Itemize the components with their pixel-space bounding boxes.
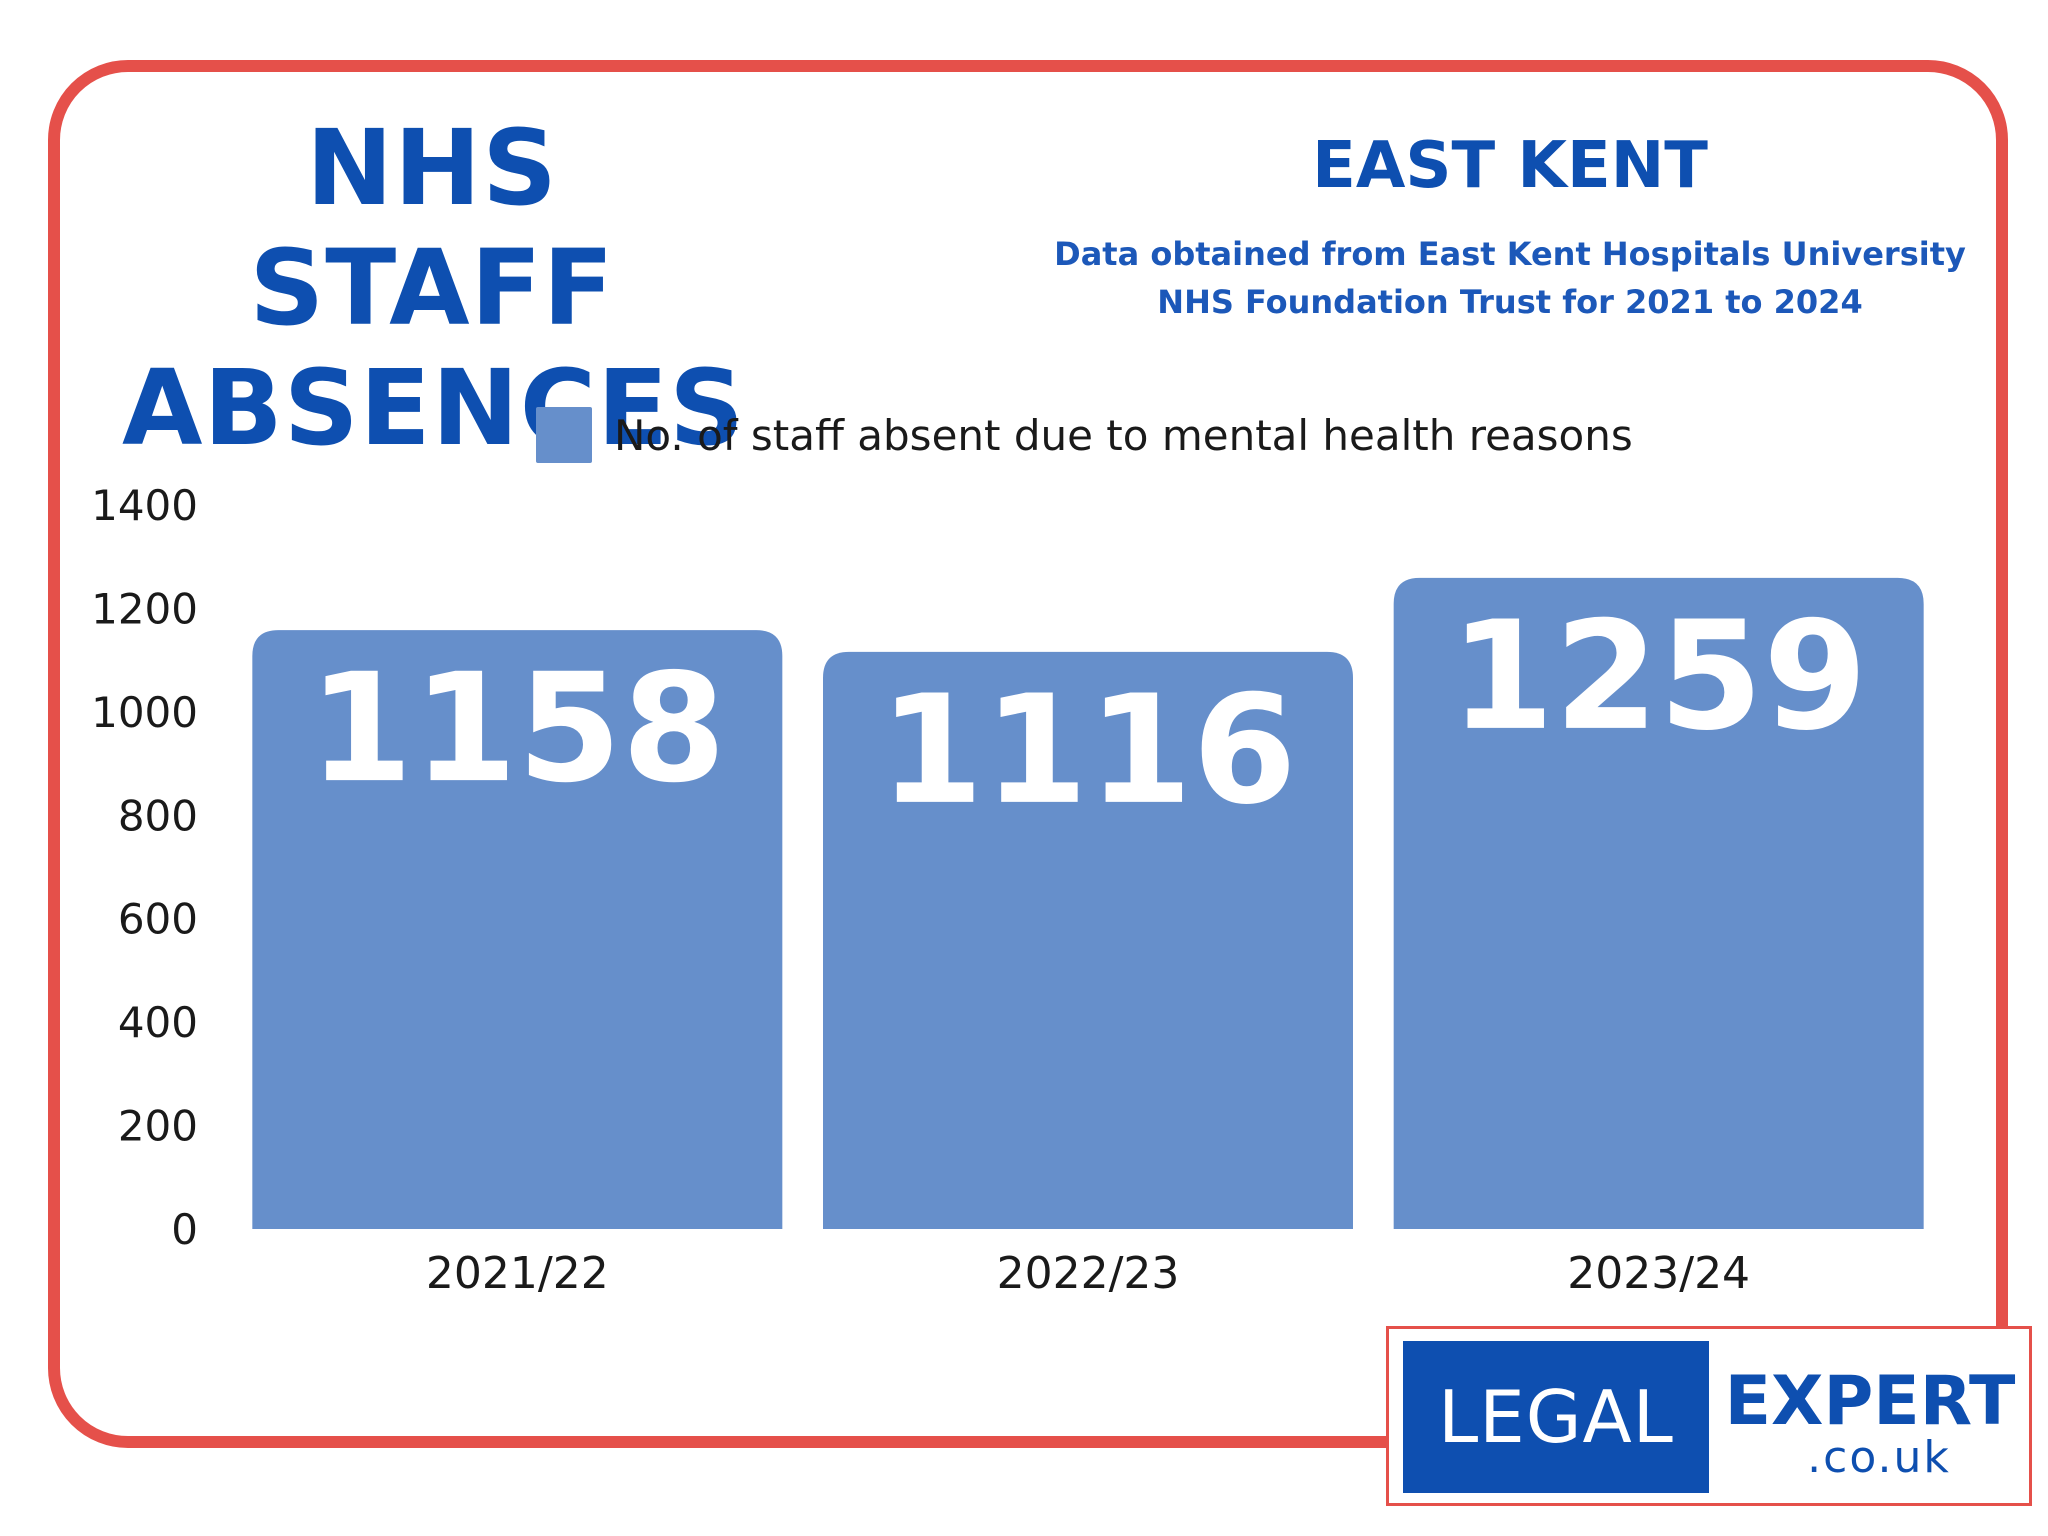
x-category-label: 2021/22 <box>426 1248 609 1299</box>
logo-legal-text: LEGAL <box>1403 1341 1709 1493</box>
bar <box>252 630 783 1229</box>
x-category-label: 2022/23 <box>997 1248 1180 1299</box>
y-tick-label: 1400 <box>91 481 198 530</box>
bar <box>823 651 1353 1229</box>
chart-legend: No. of staff absent due to mental health… <box>536 406 1633 464</box>
y-tick-label: 200 <box>118 1102 198 1151</box>
source-line-2: NHS Foundation Trust for 2021 to 2024 <box>1157 283 1863 321</box>
y-tick-label: 1200 <box>91 584 198 633</box>
logo-domain-text: .co.uk <box>1807 1432 1951 1483</box>
y-tick-label: 1000 <box>91 688 198 737</box>
bar-value-label: 1116 <box>879 664 1296 838</box>
source-note: Data obtained from East Kent Hospitals U… <box>1050 230 1970 326</box>
page-title: NHS STAFF ABSENCES <box>122 107 746 469</box>
legal-expert-logo: LEGAL EXPERT .co.uk <box>1386 1326 2032 1506</box>
y-tick-label: 800 <box>118 791 198 840</box>
legend-label: No. of staff absent due to mental health… <box>614 410 1633 460</box>
y-tick-label: 600 <box>118 895 198 944</box>
title-line-1: NHS STAFF <box>249 107 615 349</box>
y-tick-label: 400 <box>118 998 198 1047</box>
bar-value-label: 1259 <box>1450 590 1867 764</box>
region-title: EAST KENT <box>1312 129 1708 203</box>
title-line-2: ABSENCES <box>122 347 746 469</box>
y-tick-label: 0 <box>171 1205 198 1254</box>
bar-value-label: 1158 <box>309 642 726 816</box>
x-category-label: 2023/24 <box>1567 1248 1750 1299</box>
legend-swatch <box>536 407 592 463</box>
bar <box>1393 577 1924 1229</box>
source-line-1: Data obtained from East Kent Hospitals U… <box>1054 235 1966 273</box>
logo-expert-text: EXPERT <box>1724 1362 2016 1441</box>
